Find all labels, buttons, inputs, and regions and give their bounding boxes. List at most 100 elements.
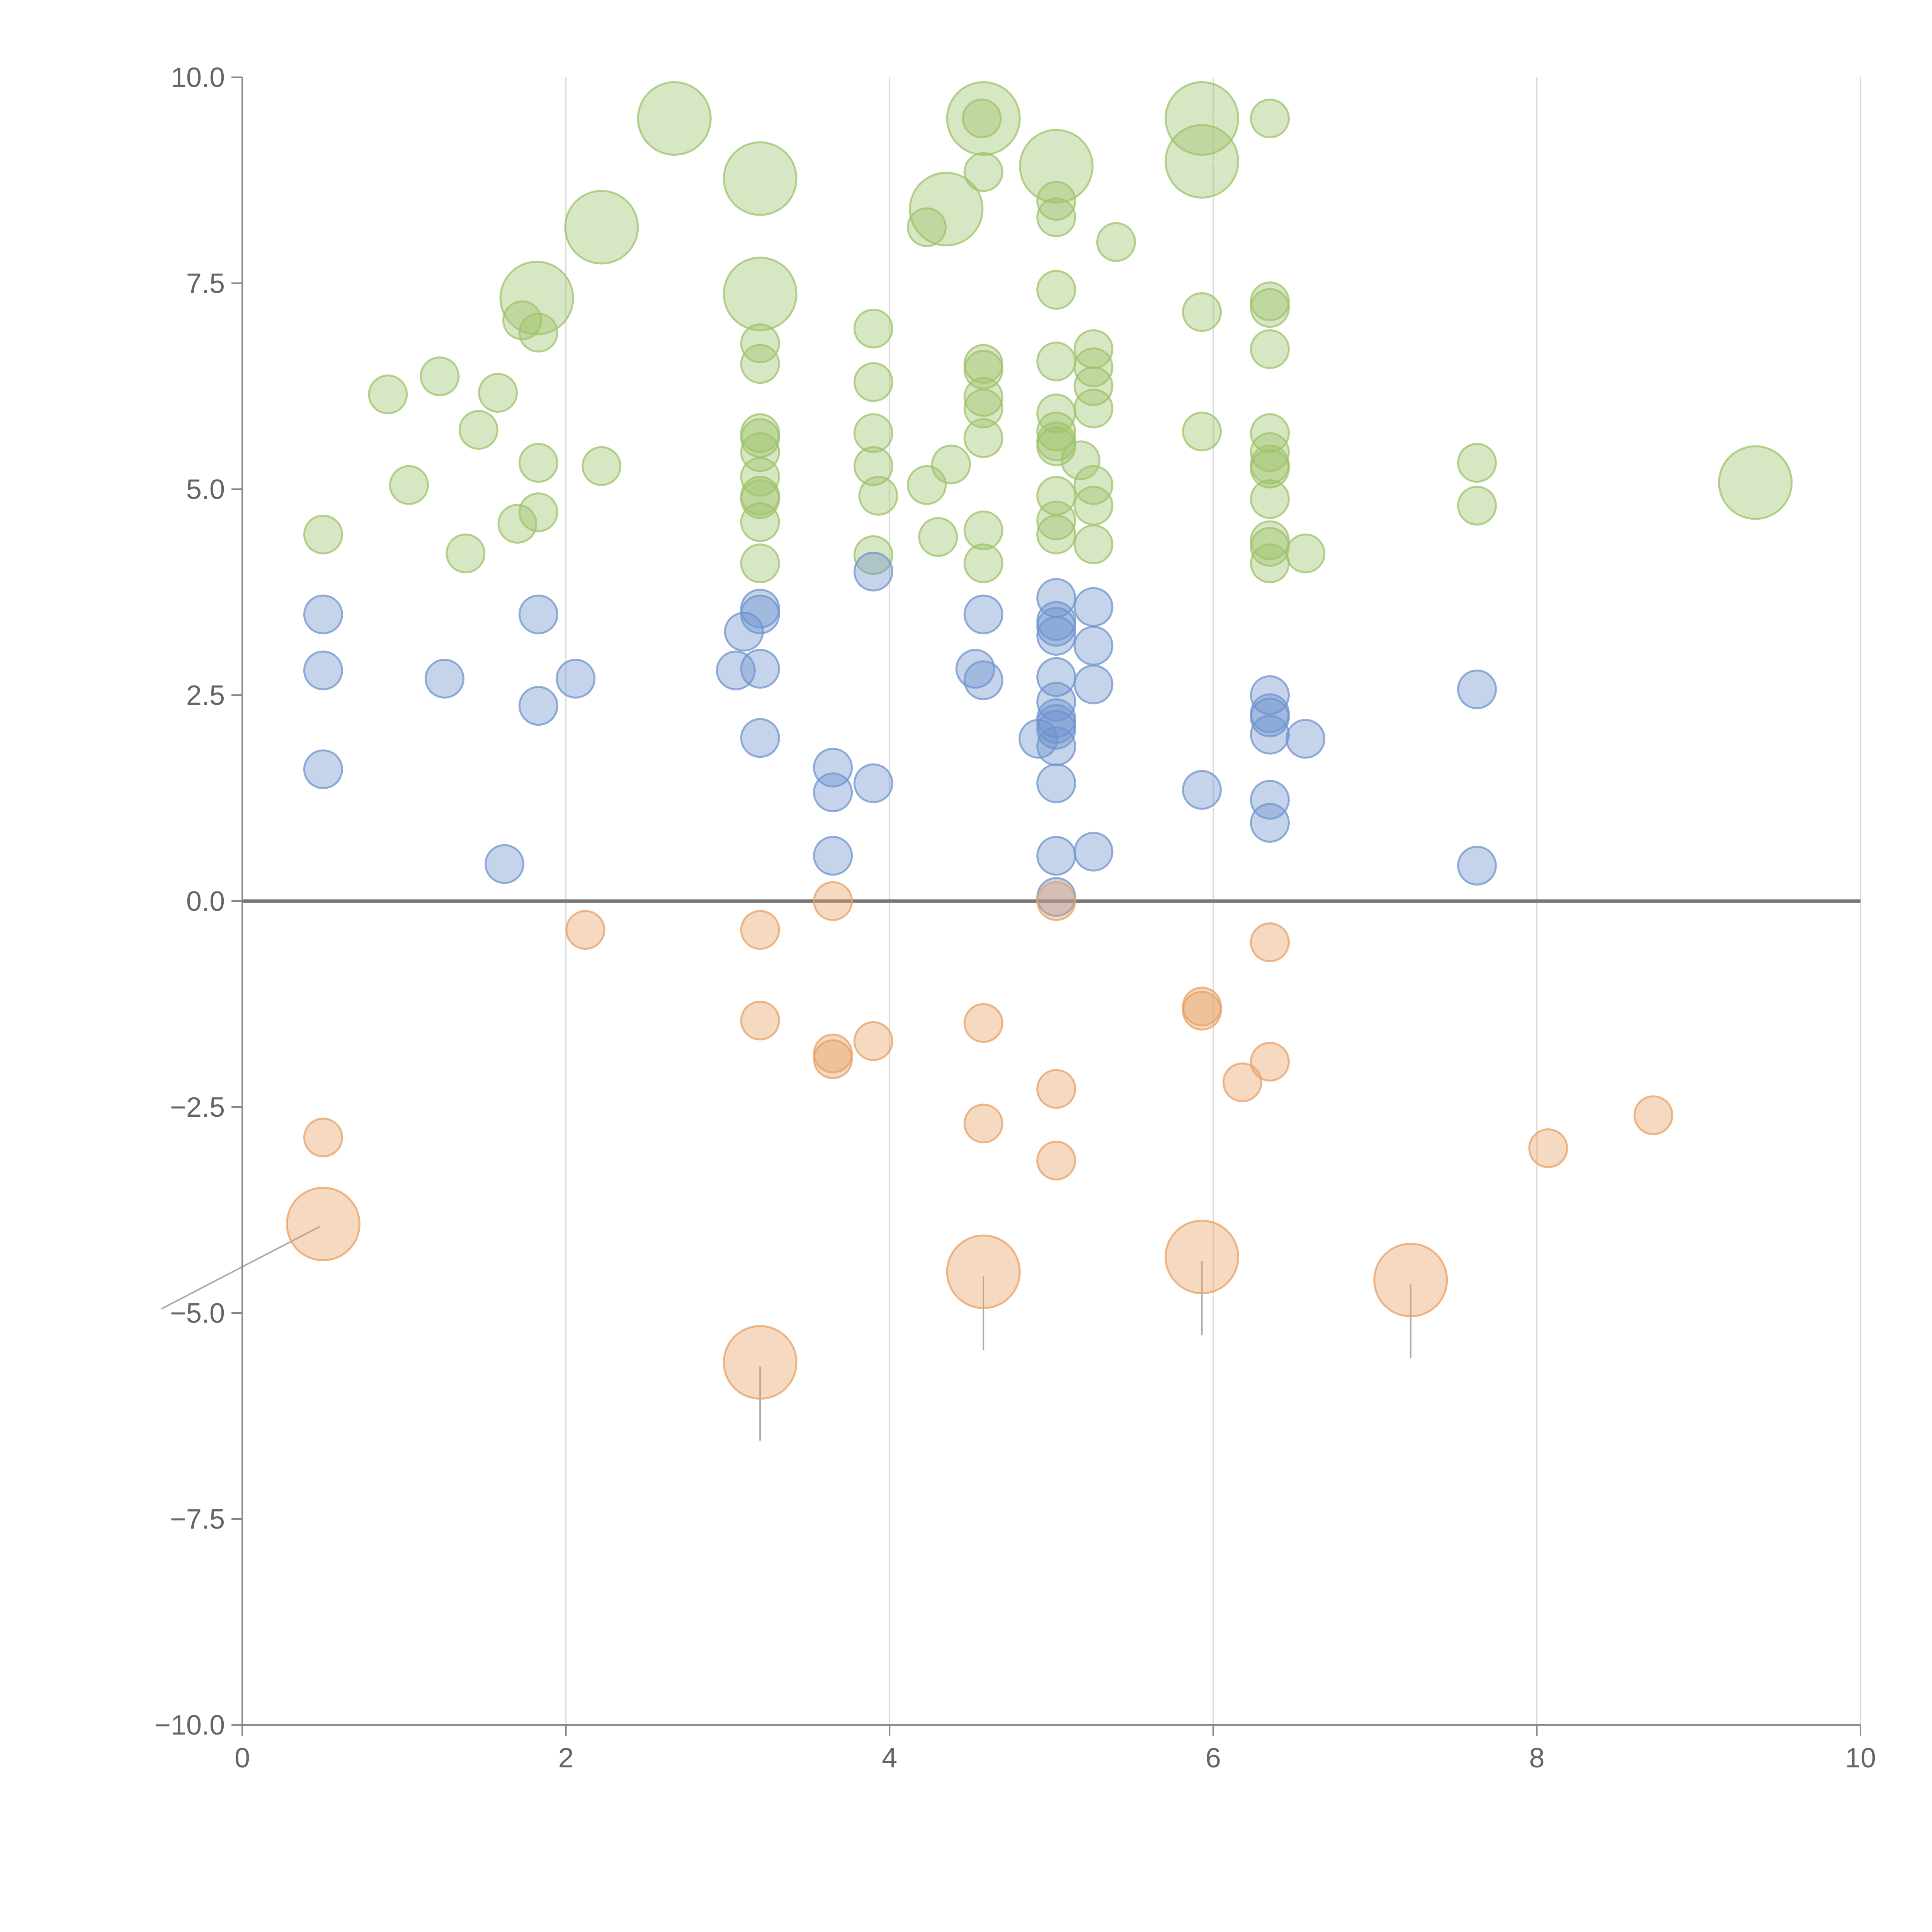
y-tick-label: −5.0 bbox=[170, 1298, 225, 1329]
green-bubble-63 bbox=[1182, 412, 1222, 452]
green-bubble-33 bbox=[962, 99, 1002, 139]
label-leader-lines bbox=[161, 116, 1761, 1441]
green-bubble-57 bbox=[1073, 388, 1114, 429]
green-bubble-45 bbox=[1036, 342, 1077, 381]
orange-bubble-4 bbox=[813, 881, 853, 921]
blue-bubble-38 bbox=[1073, 664, 1114, 704]
blue-bubble-21 bbox=[963, 660, 1003, 701]
leader-line-light-1 bbox=[986, 116, 1032, 119]
green-bubble-87 bbox=[1165, 81, 1239, 156]
green-bubble-82 bbox=[723, 141, 798, 216]
green-bubble-27 bbox=[853, 535, 893, 575]
blue-bubble-7 bbox=[556, 658, 596, 699]
blue-bubble-36 bbox=[1073, 587, 1114, 627]
green-bubble-42 bbox=[1036, 181, 1077, 221]
blue-bubble-31 bbox=[1036, 710, 1077, 750]
green-bubble-74 bbox=[1250, 527, 1290, 567]
y-tick-label: 0.0 bbox=[186, 886, 225, 917]
green-bubble-86 bbox=[1019, 129, 1094, 204]
green-bubble-83 bbox=[723, 257, 798, 332]
green-bubble-66 bbox=[1250, 288, 1290, 328]
blue-bubble-18 bbox=[853, 763, 893, 803]
orange-bubble-12 bbox=[1036, 1141, 1077, 1181]
green-bubble-37 bbox=[963, 377, 1003, 417]
green-bubble-60 bbox=[1073, 524, 1114, 565]
green-bubble-72 bbox=[1250, 479, 1290, 519]
blue-bubble-6 bbox=[518, 686, 558, 726]
x-tick-label: 10 bbox=[1845, 1743, 1876, 1774]
green-bubble-32 bbox=[931, 444, 971, 485]
green-bubble-59 bbox=[1073, 486, 1114, 526]
green-bubble-69 bbox=[1250, 432, 1290, 472]
x-axis-ticks: 0 2 4 6 8 10 bbox=[235, 1725, 1876, 1774]
blue-bubble-28 bbox=[1036, 682, 1077, 722]
blue-bubble-47 bbox=[1286, 719, 1325, 759]
green-bubble-79 bbox=[499, 260, 574, 335]
green-bubble-17 bbox=[740, 432, 780, 472]
green-bubble-41 bbox=[963, 543, 1003, 583]
green-bubble-43 bbox=[1036, 197, 1077, 237]
y-tick-label: −2.5 bbox=[170, 1092, 225, 1123]
green-bubble-78 bbox=[1457, 486, 1497, 526]
blue-bubble-40 bbox=[1182, 770, 1222, 810]
green-bubble-88 bbox=[1165, 124, 1239, 199]
orange-bubble-1 bbox=[565, 910, 605, 950]
blue-bubble-43 bbox=[1250, 697, 1290, 738]
green-bubble-11 bbox=[518, 492, 558, 532]
blue-bubble-33 bbox=[1036, 763, 1077, 803]
y-tick-label: −10.0 bbox=[155, 1710, 225, 1741]
green-bubble-34 bbox=[963, 152, 1003, 192]
green-bubble-13 bbox=[740, 323, 780, 364]
blue-bubble-44 bbox=[1250, 714, 1290, 755]
green-bubble-21 bbox=[740, 502, 780, 542]
blue-bubble-32 bbox=[1036, 726, 1077, 766]
blue-bubble-12 bbox=[740, 649, 780, 689]
blue-bubble-17 bbox=[853, 551, 893, 592]
green-bubble-26 bbox=[853, 446, 893, 486]
green-bubble-51 bbox=[1036, 500, 1077, 541]
y-tick-label: 7.5 bbox=[186, 268, 225, 299]
green-bubble-20 bbox=[740, 479, 780, 519]
blue-bubble-3 bbox=[425, 658, 464, 699]
leader-line-light-6 bbox=[536, 301, 554, 317]
y-axis-ticks: 10.0 7.5 5.0 2.5 0.0 −2.5 −5.0 −7.5 −10.0 bbox=[155, 62, 242, 1741]
orange-bubble-18 bbox=[1528, 1128, 1568, 1168]
orange-bubble-24 bbox=[1373, 1243, 1448, 1318]
green-bubble-24 bbox=[853, 362, 893, 402]
leader-line-light-5 bbox=[574, 226, 602, 231]
green-bubble-52 bbox=[1036, 514, 1077, 554]
orange-bubble-23 bbox=[1165, 1219, 1239, 1294]
blue-bubble-39 bbox=[1073, 832, 1114, 872]
blue-bubble-0 bbox=[303, 594, 343, 634]
green-bubble-64 bbox=[1250, 99, 1290, 139]
blue-bubble-48 bbox=[1457, 669, 1497, 709]
green-bubble-25 bbox=[853, 413, 893, 453]
leader-line-light-4 bbox=[1210, 157, 1246, 162]
leader-line-light-7 bbox=[768, 289, 793, 295]
green-bubble-61 bbox=[1096, 222, 1136, 262]
orange-bubble-20 bbox=[286, 1187, 361, 1262]
green-bubble-3 bbox=[420, 356, 460, 396]
green-bubble-80 bbox=[564, 190, 639, 265]
green-bubble-38 bbox=[963, 388, 1003, 429]
orange-bubble-16 bbox=[1250, 922, 1290, 963]
x-tick-label: 0 bbox=[235, 1743, 250, 1774]
y-tick-label: 10.0 bbox=[171, 62, 225, 93]
green-bubble-39 bbox=[963, 418, 1003, 458]
blue-bubble-4 bbox=[485, 844, 524, 884]
green-bubble-10 bbox=[518, 443, 558, 483]
green-bubble-12 bbox=[582, 446, 622, 486]
orange-bubble-11 bbox=[1036, 1069, 1077, 1109]
blue-bubble-34 bbox=[1036, 836, 1077, 876]
leader-line-light-8 bbox=[951, 211, 979, 215]
orange-bubble-14 bbox=[1182, 991, 1222, 1031]
green-bubble-47 bbox=[1036, 412, 1077, 452]
x-tick-label: 2 bbox=[558, 1743, 574, 1774]
orange-bubble-19 bbox=[1633, 1095, 1673, 1135]
blue-bubble-25 bbox=[1036, 607, 1077, 647]
orange-bubble-10 bbox=[1036, 881, 1077, 921]
blue-bubble-1 bbox=[303, 650, 343, 690]
orange-bubble-2 bbox=[740, 910, 780, 950]
green-bubble-0 bbox=[303, 514, 343, 554]
